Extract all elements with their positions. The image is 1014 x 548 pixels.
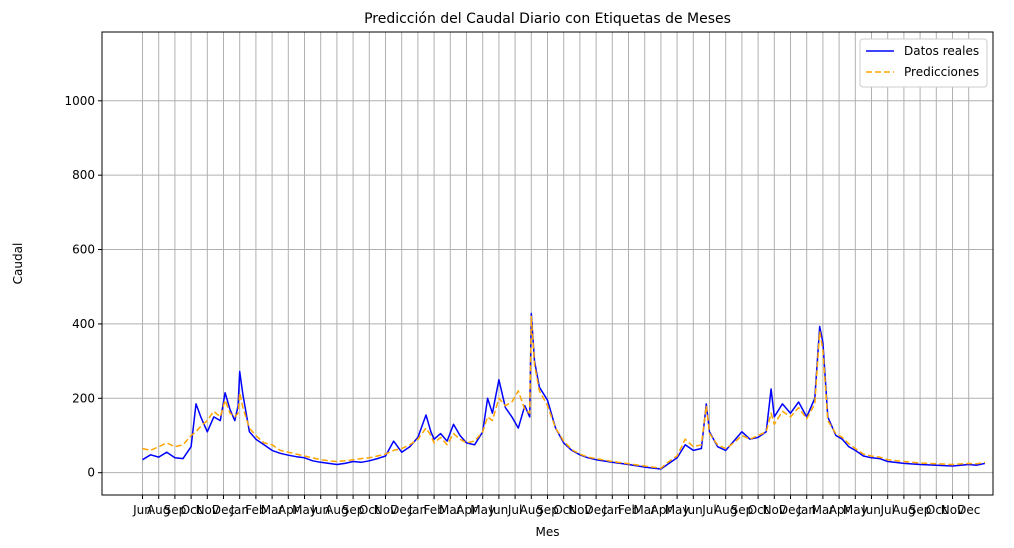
x-tick-label: May xyxy=(843,503,868,517)
x-tick-label: Jun xyxy=(310,503,330,517)
x-tick-label: Oct xyxy=(926,503,947,517)
series-line-datos-reales xyxy=(142,312,986,470)
x-axis-label: Mes xyxy=(536,525,560,539)
x-tick-label: Aug xyxy=(147,503,170,517)
x-tick-label: May xyxy=(470,503,495,517)
x-tick-label: Nov xyxy=(374,503,397,517)
x-tick-label: Aug xyxy=(714,503,737,517)
x-tick-label: Jul xyxy=(507,503,522,517)
x-tick-label: Apr xyxy=(829,503,850,517)
x-tick-label: Nov xyxy=(941,503,964,517)
x-tick-label: Sep xyxy=(909,503,932,517)
x-tick-label: Mar xyxy=(439,503,462,517)
grid xyxy=(102,32,993,495)
x-tick-label: Jun xyxy=(683,503,703,517)
x-axis: JunAugSepOctNovDecJanFebMarAprMayJunAugS… xyxy=(132,495,980,517)
x-tick-label: Aug xyxy=(325,503,348,517)
x-tick-label: Jun xyxy=(132,503,152,517)
x-tick-label: Aug xyxy=(520,503,543,517)
x-tick-label: Aug xyxy=(892,503,915,517)
legend-label-predicciones: Predicciones xyxy=(904,65,979,79)
x-tick-label: Mar xyxy=(633,503,656,517)
x-tick-label: Feb xyxy=(423,503,444,517)
x-tick-label: Dec xyxy=(390,503,413,517)
legend-label-datos-reales: Datos reales xyxy=(904,44,979,58)
series-line-predicciones xyxy=(142,315,986,469)
x-tick-label: Sep xyxy=(536,503,559,517)
chart-title: Predicción del Caudal Diario con Etiquet… xyxy=(364,11,731,27)
x-tick-label: Oct xyxy=(553,503,574,517)
x-tick-label: Nov xyxy=(763,503,786,517)
x-tick-label: Mar xyxy=(812,503,835,517)
x-tick-label: Sep xyxy=(342,503,365,517)
x-tick-label: Dec xyxy=(584,503,607,517)
x-tick-label: Dec xyxy=(957,503,980,517)
x-tick-label: Apr xyxy=(456,503,477,517)
y-axis: 0 200 400 600 800 1000 xyxy=(64,94,102,480)
series-layer xyxy=(142,312,986,470)
x-tick-label: Jun xyxy=(489,503,509,517)
y-tick-label: 400 xyxy=(72,317,95,331)
x-tick-label: Apr xyxy=(278,503,299,517)
x-tick-label: Oct xyxy=(359,503,380,517)
x-tick-label: Oct xyxy=(181,503,202,517)
x-tick-label: Feb xyxy=(245,503,266,517)
x-tick-label: Sep xyxy=(164,503,187,517)
x-tick-label: Sep xyxy=(731,503,754,517)
x-tick-label: Feb xyxy=(618,503,639,517)
x-tick-label: Jul xyxy=(879,503,894,517)
y-tick-label: 0 xyxy=(87,466,95,480)
x-tick-label: Jan xyxy=(602,503,622,517)
x-tick-label: Nov xyxy=(196,503,219,517)
x-tick-label: Jan xyxy=(229,503,249,517)
x-tick-label: Oct xyxy=(748,503,769,517)
x-tick-label: Mar xyxy=(261,503,284,517)
x-tick-label: Jul xyxy=(701,503,716,517)
y-tick-label: 200 xyxy=(72,391,95,405)
y-tick-label: 800 xyxy=(72,168,95,182)
x-tick-label: May xyxy=(665,503,690,517)
y-axis-label: Caudal xyxy=(11,243,25,285)
x-tick-label: Jan xyxy=(796,503,816,517)
x-tick-label: Apr xyxy=(651,503,672,517)
x-tick-label: Dec xyxy=(212,503,235,517)
x-tick-label: Nov xyxy=(568,503,591,517)
y-tick-label: 1000 xyxy=(64,94,95,108)
x-tick-label: Dec xyxy=(779,503,802,517)
x-tick-label: Jan xyxy=(408,503,428,517)
y-tick-label: 600 xyxy=(72,243,95,257)
x-tick-label: May xyxy=(292,503,317,517)
legend: Datos reales Predicciones xyxy=(859,38,988,88)
x-tick-label: Jun xyxy=(861,503,881,517)
